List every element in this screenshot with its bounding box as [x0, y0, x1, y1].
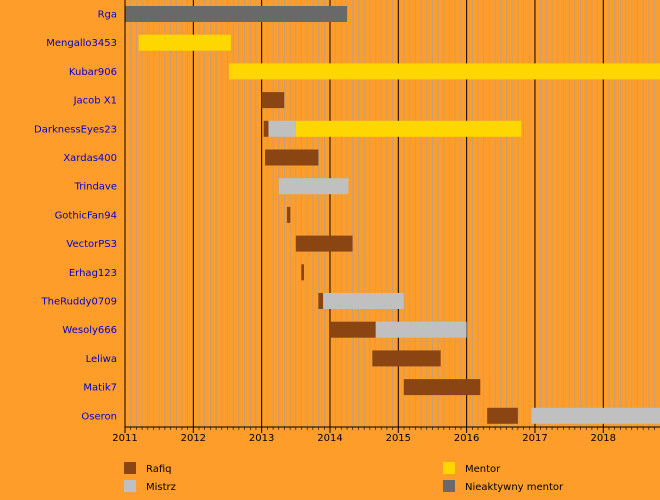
row-label: Leliwa: [86, 354, 117, 365]
timeline-bar: [301, 264, 305, 281]
x-tick-label: 2017: [522, 433, 547, 444]
legend: Rafiq Mistrz Mentor Nieaktywny mentor: [124, 462, 564, 493]
row-label: Kubar906: [69, 67, 117, 78]
timeline-bar: [286, 206, 291, 223]
legend-label: Mentor: [465, 464, 501, 475]
legend-swatch: [124, 480, 136, 492]
x-tick-label: 2011: [112, 433, 137, 444]
legend-label: Mistrz: [146, 482, 176, 493]
row-label: TheRuddy0709: [41, 297, 118, 308]
legend-swatch: [443, 462, 455, 474]
legend-label: Rafiq: [146, 464, 172, 475]
legend-swatch: [443, 480, 455, 492]
x-tick-label: 2016: [454, 433, 479, 444]
timeline-bar: [375, 321, 467, 338]
timeline-bar: [372, 350, 441, 367]
timeline-bar: [228, 63, 660, 80]
legend-label: Nieaktywny mentor: [465, 482, 564, 493]
x-tick-label: 2014: [317, 433, 342, 444]
timeline-bar: [278, 178, 349, 195]
row-label: GothicFan94: [55, 210, 117, 221]
row-label: DarknessEyes23: [34, 124, 117, 135]
timeline-bar: [531, 407, 660, 424]
row-label: VectorPS3: [66, 239, 117, 250]
timeline-bar: [295, 235, 353, 252]
x-axis: 2011 2012 2013 2014 2015 2016 2017 2018: [112, 0, 660, 444]
x-tick-label: 2012: [181, 433, 206, 444]
timeline-bar: [261, 92, 285, 109]
timeline-bar: [323, 293, 404, 309]
row-labels: Rga Mengallo3453 Kubar906 Jacob X1 DarknessE…: [34, 10, 117, 423]
x-tick-label: 2015: [386, 433, 411, 444]
timeline-bar: [263, 120, 269, 137]
timeline-bar: [403, 379, 481, 396]
row-label: Trindave: [74, 182, 117, 193]
row-label: Rga: [98, 10, 117, 21]
row-label: Matik7: [83, 383, 117, 394]
x-tick-label: 2018: [591, 433, 616, 444]
timeline-bar: [125, 6, 348, 22]
row-label: Erhag123: [69, 268, 117, 279]
row-label: Mengallo3453: [46, 38, 117, 49]
legend-swatch: [124, 462, 136, 474]
row-label: Jacob X1: [73, 96, 117, 107]
timeline-bar: [138, 34, 231, 51]
timeline-bar: [295, 120, 522, 137]
row-label: Oseron: [81, 411, 117, 422]
timeline-bar: [487, 407, 518, 424]
row-label: Xardas400: [63, 153, 117, 164]
timeline-bar: [329, 321, 376, 338]
x-tick-label: 2013: [249, 433, 274, 444]
timeline-bar: [268, 120, 296, 137]
timeline-bar: [318, 293, 324, 309]
row-label: Wesoly666: [62, 325, 117, 336]
timeline-bars: [125, 6, 660, 424]
timeline-bar: [265, 149, 319, 166]
